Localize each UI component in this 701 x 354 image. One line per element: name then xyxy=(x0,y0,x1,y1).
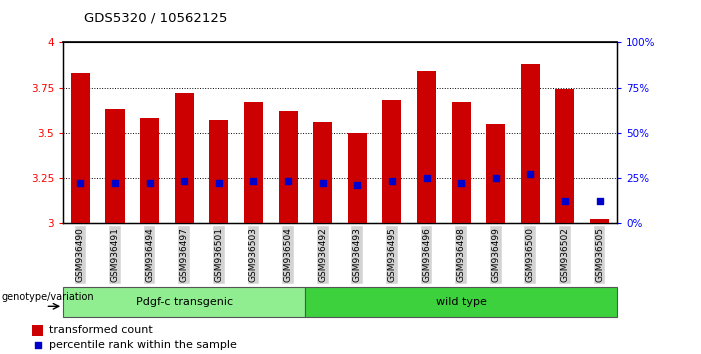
Text: wild type: wild type xyxy=(436,297,486,307)
Text: GSM936496: GSM936496 xyxy=(422,227,431,282)
FancyBboxPatch shape xyxy=(63,287,306,317)
Point xyxy=(456,181,467,186)
Bar xyxy=(244,102,263,223)
Point xyxy=(421,175,432,181)
Bar xyxy=(140,118,159,223)
Bar xyxy=(175,93,193,223)
Bar xyxy=(278,111,298,223)
Point xyxy=(75,181,86,186)
Point xyxy=(248,179,259,184)
Text: GSM936501: GSM936501 xyxy=(215,227,224,282)
Text: GSM936490: GSM936490 xyxy=(76,227,85,282)
Text: GSM936500: GSM936500 xyxy=(526,227,535,282)
Text: GSM936491: GSM936491 xyxy=(111,227,119,282)
Bar xyxy=(210,120,229,223)
Bar xyxy=(348,133,367,223)
Point xyxy=(490,175,501,181)
Point xyxy=(559,199,571,204)
Text: Pdgf-c transgenic: Pdgf-c transgenic xyxy=(136,297,233,307)
Text: genotype/variation: genotype/variation xyxy=(1,292,94,302)
Text: GSM936498: GSM936498 xyxy=(456,227,465,282)
Text: GSM936499: GSM936499 xyxy=(491,227,501,282)
Text: GSM936497: GSM936497 xyxy=(179,227,189,282)
Bar xyxy=(71,73,90,223)
Point xyxy=(386,179,397,184)
Point xyxy=(213,181,224,186)
Text: GSM936504: GSM936504 xyxy=(284,227,292,282)
Point xyxy=(525,171,536,177)
Bar xyxy=(451,102,470,223)
Point xyxy=(109,181,121,186)
Point xyxy=(594,199,605,204)
FancyBboxPatch shape xyxy=(306,287,617,317)
Point xyxy=(32,342,43,348)
Point xyxy=(144,181,155,186)
Text: GSM936492: GSM936492 xyxy=(318,228,327,282)
Text: percentile rank within the sample: percentile rank within the sample xyxy=(49,340,237,350)
Point xyxy=(283,179,294,184)
Bar xyxy=(555,90,575,223)
Bar xyxy=(486,124,505,223)
Text: GSM936495: GSM936495 xyxy=(388,227,396,282)
Point xyxy=(179,179,190,184)
Text: GSM936494: GSM936494 xyxy=(145,228,154,282)
Text: GSM936503: GSM936503 xyxy=(249,227,258,282)
Point xyxy=(317,181,328,186)
Text: GSM936502: GSM936502 xyxy=(561,227,569,282)
Bar xyxy=(105,109,125,223)
Bar xyxy=(521,64,540,223)
Bar xyxy=(417,72,436,223)
Bar xyxy=(382,100,402,223)
Text: GSM936505: GSM936505 xyxy=(595,227,604,282)
Bar xyxy=(313,122,332,223)
Text: GDS5320 / 10562125: GDS5320 / 10562125 xyxy=(84,12,228,25)
Point xyxy=(352,182,363,188)
Bar xyxy=(32,325,43,336)
Text: transformed count: transformed count xyxy=(49,325,153,335)
Bar xyxy=(590,219,609,223)
Text: GSM936493: GSM936493 xyxy=(353,227,362,282)
